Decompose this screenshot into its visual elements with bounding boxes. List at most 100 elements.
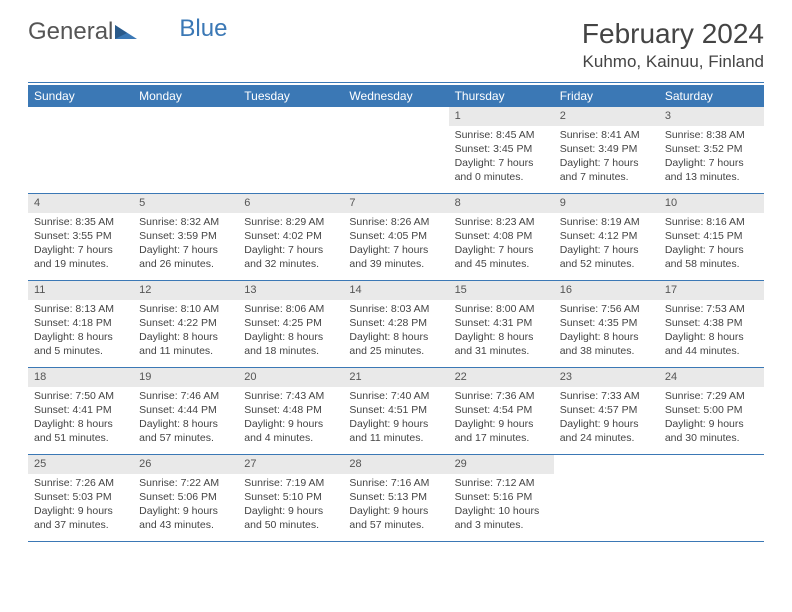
daylight-line: Daylight: 8 hours and 44 minutes. xyxy=(665,330,758,358)
sunset-line: Sunset: 5:10 PM xyxy=(244,490,337,504)
day-number: 22 xyxy=(449,368,554,387)
day-number: 16 xyxy=(554,281,659,300)
sunset-line: Sunset: 4:35 PM xyxy=(560,316,653,330)
cell-body: Sunrise: 8:10 AMSunset: 4:22 PMDaylight:… xyxy=(133,302,238,363)
sunset-line: Sunset: 4:02 PM xyxy=(244,229,337,243)
day-number: 29 xyxy=(449,455,554,474)
calendar-cell: 26 Sunrise: 7:22 AMSunset: 5:06 PMDayligh… xyxy=(133,455,238,541)
sunrise-line: Sunrise: 7:16 AM xyxy=(349,476,442,490)
calendar-cell: 24Sunrise: 7:29 AMSunset: 5:00 PMDayligh… xyxy=(659,368,764,454)
sunrise-line: Sunrise: 8:23 AM xyxy=(455,215,548,229)
sunrise-line: Sunrise: 8:03 AM xyxy=(349,302,442,316)
day-number: 5 xyxy=(133,194,238,213)
day-header: Wednesday xyxy=(343,85,448,107)
sunset-line: Sunset: 4:57 PM xyxy=(560,403,653,417)
day-number: 14 xyxy=(343,281,448,300)
cell-body: Sunrise: 7:19 AMSunset: 5:10 PMDaylight:… xyxy=(238,476,343,537)
cell-body: Sunrise: 7:26 AMSunset: 5:03 PMDaylight:… xyxy=(28,476,133,537)
logo-text-2: Blue xyxy=(179,15,227,43)
cell-body: Sunrise: 8:35 AMSunset: 3:55 PMDaylight:… xyxy=(28,215,133,276)
cell-body: Sunrise: 7:36 AMSunset: 4:54 PMDaylight:… xyxy=(449,389,554,450)
sunrise-line: Sunrise: 8:13 AM xyxy=(34,302,127,316)
calendar-week: 18Sunrise: 7:50 AMSunset: 4:41 PMDayligh… xyxy=(28,368,764,455)
calendar-cell: 9Sunrise: 8:19 AMSunset: 4:12 PMDaylight… xyxy=(554,194,659,280)
day-number: 28 xyxy=(343,455,448,474)
cell-body: Sunrise: 7:46 AMSunset: 4:44 PMDaylight:… xyxy=(133,389,238,450)
sunset-line: Sunset: 5:03 PM xyxy=(34,490,127,504)
day-number: 10 xyxy=(659,194,764,213)
month-title: February 2024 xyxy=(582,18,764,50)
sunrise-line: Sunrise: 7:53 AM xyxy=(665,302,758,316)
day-number: 25 xyxy=(28,455,133,474)
sunset-line: Sunset: 4:25 PM xyxy=(244,316,337,330)
calendar-cell: 25 Sunrise: 7:26 AMSunset: 5:03 PMDayligh… xyxy=(28,455,133,541)
sunrise-line: Sunrise: 7:22 AM xyxy=(139,476,232,490)
cell-body: Sunrise: 8:13 AMSunset: 4:18 PMDaylight:… xyxy=(28,302,133,363)
cell-body: Sunrise: 7:50 AMSunset: 4:41 PMDaylight:… xyxy=(28,389,133,450)
daylight-line: Daylight: 7 hours and 58 minutes. xyxy=(665,243,758,271)
sunset-line: Sunset: 5:00 PM xyxy=(665,403,758,417)
day-number: 8 xyxy=(449,194,554,213)
calendar-cell: 21Sunrise: 7:40 AMSunset: 4:51 PMDayligh… xyxy=(343,368,448,454)
calendar-cell: . xyxy=(554,455,659,541)
day-number: 26 xyxy=(133,455,238,474)
header-divider xyxy=(28,82,764,83)
day-number: 2 xyxy=(554,107,659,126)
cell-body: Sunrise: 8:45 AMSunset: 3:45 PMDaylight:… xyxy=(449,128,554,189)
sunset-line: Sunset: 4:05 PM xyxy=(349,229,442,243)
daylight-line: Daylight: 9 hours and 17 minutes. xyxy=(455,417,548,445)
cell-body: Sunrise: 8:23 AMSunset: 4:08 PMDaylight:… xyxy=(449,215,554,276)
cell-body: Sunrise: 8:03 AMSunset: 4:28 PMDaylight:… xyxy=(343,302,448,363)
cell-body: Sunrise: 8:38 AMSunset: 3:52 PMDaylight:… xyxy=(659,128,764,189)
sunset-line: Sunset: 3:59 PM xyxy=(139,229,232,243)
cell-body: Sunrise: 7:22 AMSunset: 5:06 PMDaylight:… xyxy=(133,476,238,537)
sunset-line: Sunset: 4:22 PM xyxy=(139,316,232,330)
calendar-cell: . xyxy=(659,455,764,541)
sunrise-line: Sunrise: 7:33 AM xyxy=(560,389,653,403)
sunset-line: Sunset: 4:12 PM xyxy=(560,229,653,243)
sunset-line: Sunset: 4:51 PM xyxy=(349,403,442,417)
title-block: February 2024 Kuhmo, Kainuu, Finland xyxy=(582,18,764,72)
day-header: Sunday xyxy=(28,85,133,107)
day-header: Tuesday xyxy=(238,85,343,107)
calendar-cell: 16 Sunrise: 7:56 AMSunset: 4:35 PMDayligh… xyxy=(554,281,659,367)
calendar-cell: . xyxy=(28,107,133,193)
daylight-line: Daylight: 9 hours and 30 minutes. xyxy=(665,417,758,445)
daylight-line: Daylight: 8 hours and 11 minutes. xyxy=(139,330,232,358)
sunrise-line: Sunrise: 7:12 AM xyxy=(455,476,548,490)
calendar-cell: 27Sunrise: 7:19 AMSunset: 5:10 PMDayligh… xyxy=(238,455,343,541)
sunrise-line: Sunrise: 8:19 AM xyxy=(560,215,653,229)
sunrise-line: Sunrise: 7:29 AM xyxy=(665,389,758,403)
daylight-line: Daylight: 9 hours and 43 minutes. xyxy=(139,504,232,532)
sunrise-line: Sunrise: 7:43 AM xyxy=(244,389,337,403)
day-header: Saturday xyxy=(659,85,764,107)
calendar-cell: 15Sunrise: 8:00 AMSunset: 4:31 PMDayligh… xyxy=(449,281,554,367)
sunrise-line: Sunrise: 8:41 AM xyxy=(560,128,653,142)
cell-body: Sunrise: 7:56 AMSunset: 4:35 PMDaylight:… xyxy=(554,302,659,363)
day-header: Monday xyxy=(133,85,238,107)
daylight-line: Daylight: 10 hours and 3 minutes. xyxy=(455,504,548,532)
header: General Blue February 2024 Kuhmo, Kainuu… xyxy=(0,0,792,78)
sunset-line: Sunset: 5:16 PM xyxy=(455,490,548,504)
calendar-cell: 4Sunrise: 8:35 AMSunset: 3:55 PMDaylight… xyxy=(28,194,133,280)
day-number: 6 xyxy=(238,194,343,213)
calendar-cell: 10Sunrise: 8:16 AMSunset: 4:15 PMDayligh… xyxy=(659,194,764,280)
day-number: 19 xyxy=(133,368,238,387)
day-number: 21 xyxy=(343,368,448,387)
sunrise-line: Sunrise: 7:56 AM xyxy=(560,302,653,316)
daylight-line: Daylight: 9 hours and 4 minutes. xyxy=(244,417,337,445)
day-number: 7 xyxy=(343,194,448,213)
sunrise-line: Sunrise: 8:29 AM xyxy=(244,215,337,229)
sunset-line: Sunset: 3:45 PM xyxy=(455,142,548,156)
calendar-cell: 22 Sunrise: 7:36 AMSunset: 4:54 PMDayligh… xyxy=(449,368,554,454)
daylight-line: Daylight: 7 hours and 0 minutes. xyxy=(455,156,548,184)
calendar-cell: 7 Sunrise: 8:26 AMSunset: 4:05 PMDaylight… xyxy=(343,194,448,280)
daylight-line: Daylight: 9 hours and 11 minutes. xyxy=(349,417,442,445)
sunset-line: Sunset: 3:49 PM xyxy=(560,142,653,156)
sunrise-line: Sunrise: 8:26 AM xyxy=(349,215,442,229)
sunset-line: Sunset: 5:06 PM xyxy=(139,490,232,504)
sunrise-line: Sunrise: 8:38 AM xyxy=(665,128,758,142)
sunset-line: Sunset: 4:15 PM xyxy=(665,229,758,243)
daylight-line: Daylight: 7 hours and 39 minutes. xyxy=(349,243,442,271)
sunset-line: Sunset: 5:13 PM xyxy=(349,490,442,504)
